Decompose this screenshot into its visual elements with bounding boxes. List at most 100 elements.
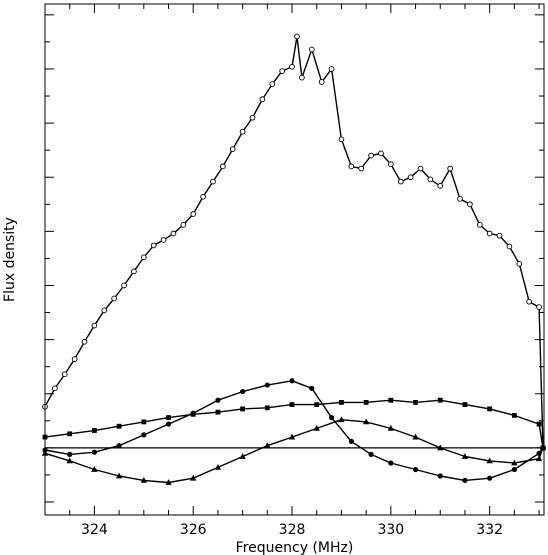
- data-point: [308, 46, 315, 53]
- data-point: [413, 400, 418, 405]
- data-point: [338, 416, 345, 423]
- data-point: [67, 431, 73, 437]
- data-point: [92, 428, 97, 433]
- data-point: [388, 460, 394, 466]
- data-point: [288, 433, 296, 440]
- data-point: [338, 136, 345, 143]
- data-point: [476, 222, 483, 228]
- data-point: [239, 128, 246, 135]
- data-point: [417, 165, 424, 172]
- data-point: [81, 338, 88, 345]
- data-point: [214, 463, 222, 470]
- data-point: [462, 477, 468, 483]
- data-point: [299, 74, 305, 81]
- data-point: [249, 114, 256, 121]
- series-2: [42, 378, 546, 483]
- data-point: [289, 402, 295, 407]
- data-point: [318, 79, 325, 85]
- x-tick-label: 326: [180, 522, 207, 538]
- data-point: [264, 382, 270, 388]
- data-point: [61, 371, 68, 378]
- data-point: [91, 322, 98, 329]
- data-point: [101, 307, 108, 314]
- series-line: [44, 419, 544, 484]
- data-point: [368, 451, 374, 457]
- x-tick-label: 330: [377, 522, 404, 538]
- data-point: [190, 411, 196, 417]
- data-point: [487, 406, 493, 412]
- data-point: [412, 433, 419, 440]
- x-tick-label: 324: [81, 522, 108, 538]
- data-point: [388, 397, 394, 403]
- data-point: [264, 405, 270, 411]
- data-point: [289, 63, 295, 70]
- data-point: [437, 473, 443, 479]
- series-4: [41, 416, 547, 485]
- data-point: [111, 295, 118, 302]
- data-point: [348, 163, 355, 170]
- data-point: [116, 443, 122, 449]
- data-point: [190, 474, 197, 481]
- data-point: [511, 412, 517, 418]
- data-point: [486, 230, 493, 237]
- data-point: [91, 449, 98, 455]
- data-point: [294, 33, 300, 40]
- data-point: [363, 400, 369, 405]
- data-point: [170, 230, 177, 237]
- data-point: [131, 268, 137, 275]
- data-point: [496, 232, 503, 239]
- data-point: [240, 406, 246, 412]
- data-point: [215, 397, 221, 403]
- data-point: [160, 237, 167, 243]
- data-point: [358, 165, 365, 172]
- data-point: [239, 453, 246, 459]
- data-point: [121, 282, 127, 289]
- data-point: [140, 254, 147, 261]
- data-point: [116, 423, 122, 429]
- data-point: [141, 432, 147, 438]
- data-point: [150, 242, 157, 249]
- data-point: [229, 146, 236, 152]
- data-point: [511, 459, 518, 466]
- data-point: [264, 442, 271, 449]
- data-layer: [41, 33, 547, 485]
- data-point: [115, 472, 123, 479]
- ticks-layer: 324 326 328 330 332: [44, 4, 544, 538]
- data-point: [387, 424, 395, 431]
- data-point: [447, 165, 453, 172]
- data-point: [190, 211, 197, 217]
- data-point: [486, 457, 493, 464]
- data-point: [141, 419, 147, 425]
- data-point: [165, 421, 172, 427]
- data-point: [314, 402, 320, 407]
- data-point: [526, 298, 533, 305]
- data-point: [536, 421, 542, 427]
- data-point: [328, 414, 335, 421]
- data-point: [368, 152, 374, 159]
- data-point: [339, 400, 344, 405]
- data-point: [180, 222, 187, 228]
- series-line: [44, 399, 544, 449]
- data-point: [259, 96, 266, 103]
- data-point: [412, 466, 419, 473]
- data-point: [378, 150, 384, 157]
- data-point: [397, 178, 404, 185]
- data-point: [67, 451, 73, 457]
- data-point: [210, 178, 216, 185]
- data-point: [91, 466, 98, 472]
- data-point: [140, 476, 148, 483]
- data-point: [269, 81, 276, 87]
- data-point: [536, 304, 542, 310]
- data-point: [467, 201, 473, 208]
- data-point: [387, 161, 394, 168]
- data-point: [309, 385, 315, 391]
- data-point: [348, 438, 354, 444]
- data-point: [511, 466, 517, 473]
- data-point: [362, 418, 370, 425]
- series-1: [42, 33, 546, 451]
- data-point: [313, 424, 320, 431]
- x-tick-label: 328: [279, 522, 306, 538]
- series-line: [44, 380, 544, 482]
- data-point: [506, 243, 513, 250]
